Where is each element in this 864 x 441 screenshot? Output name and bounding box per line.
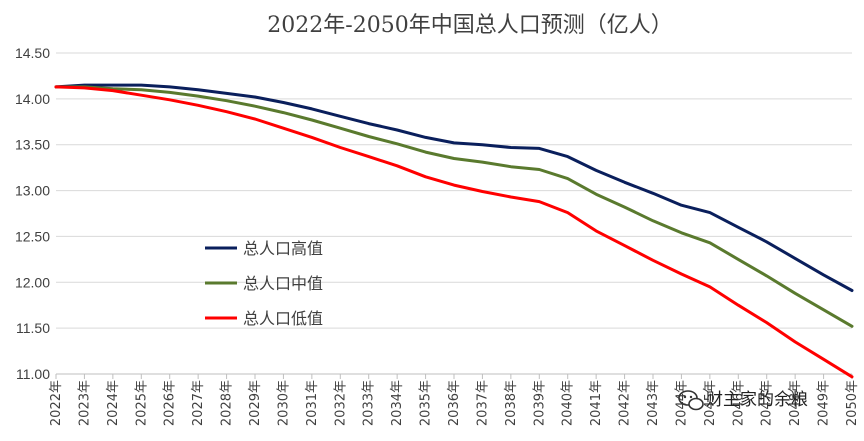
x-tick-label: 2050年	[845, 380, 860, 426]
watermark-text: 财主家的余粮	[706, 390, 808, 410]
watermark: 财主家的余粮	[678, 390, 808, 411]
x-tick-label: 2045年	[703, 380, 718, 426]
x-tick-label: 2049年	[817, 380, 832, 426]
x-tick-label: 2023年	[77, 380, 92, 426]
grid-lines	[56, 52, 852, 375]
x-tick-label: 2034年	[390, 380, 405, 426]
y-tick-label: 13.00	[15, 183, 50, 199]
x-tick-label: 2047年	[760, 380, 775, 426]
x-tick-label: 2031年	[305, 380, 320, 426]
x-tick-label: 2029年	[248, 380, 263, 426]
x-tick-label: 2041年	[589, 380, 604, 426]
series-line-1	[54, 85, 854, 328]
x-tick-label: 2038年	[504, 380, 519, 426]
x-tick-label: 2028年	[220, 380, 235, 426]
y-tick-label: 11.00	[16, 366, 50, 382]
x-tick-label: 2039年	[532, 380, 547, 426]
wechat-icon	[678, 390, 704, 411]
y-tick-label: 14.00	[15, 91, 50, 107]
x-tick-label: 2032年	[333, 380, 348, 426]
legend-label-1: 总人口中值	[243, 274, 323, 293]
x-tick-label: 2025年	[134, 380, 149, 426]
x-tick-label: 2037年	[475, 380, 490, 426]
x-tick-label: 2040年	[561, 380, 576, 426]
legend-label-0: 总人口高值	[243, 239, 323, 258]
x-tick-label: 2024年	[106, 380, 121, 426]
series-line-2	[54, 85, 854, 379]
chart-title: 2022年-2050年中国总人口预测（亿人）	[267, 13, 672, 38]
x-tick-label: 2042年	[618, 380, 633, 426]
x-axis: 2022年 2023年 2024年 2025年 2026年 2027年 2028年 2029年…	[49, 374, 860, 426]
x-tick-label: 2036年	[447, 380, 462, 426]
y-tick-label: 11.50	[16, 320, 50, 336]
y-tick-label: 12.00	[15, 274, 50, 290]
x-tick-label: 2030年	[276, 380, 291, 426]
x-tick-label: 2043年	[646, 380, 661, 426]
x-tick-label: 2026年	[163, 380, 178, 426]
y-axis-ticks: 14.50 14.00 13.50 13.00 12.50 12.00 11.50 11.00	[15, 45, 50, 382]
x-tick-label: 2048年	[788, 380, 803, 426]
x-tick-label: 2022年	[49, 380, 64, 426]
x-tick-label: 2033年	[362, 380, 377, 426]
x-tick-label: 2035年	[419, 380, 434, 426]
y-tick-label: 12.50	[15, 228, 50, 244]
legend-label-2: 总人口低值	[243, 309, 323, 328]
x-tick-label: 2046年	[731, 380, 746, 426]
x-tick-label: 2027年	[191, 380, 206, 426]
series-line-0	[54, 83, 854, 292]
series-lines	[54, 83, 854, 379]
y-tick-label: 14.50	[15, 45, 50, 61]
y-tick-label: 13.50	[15, 137, 50, 153]
